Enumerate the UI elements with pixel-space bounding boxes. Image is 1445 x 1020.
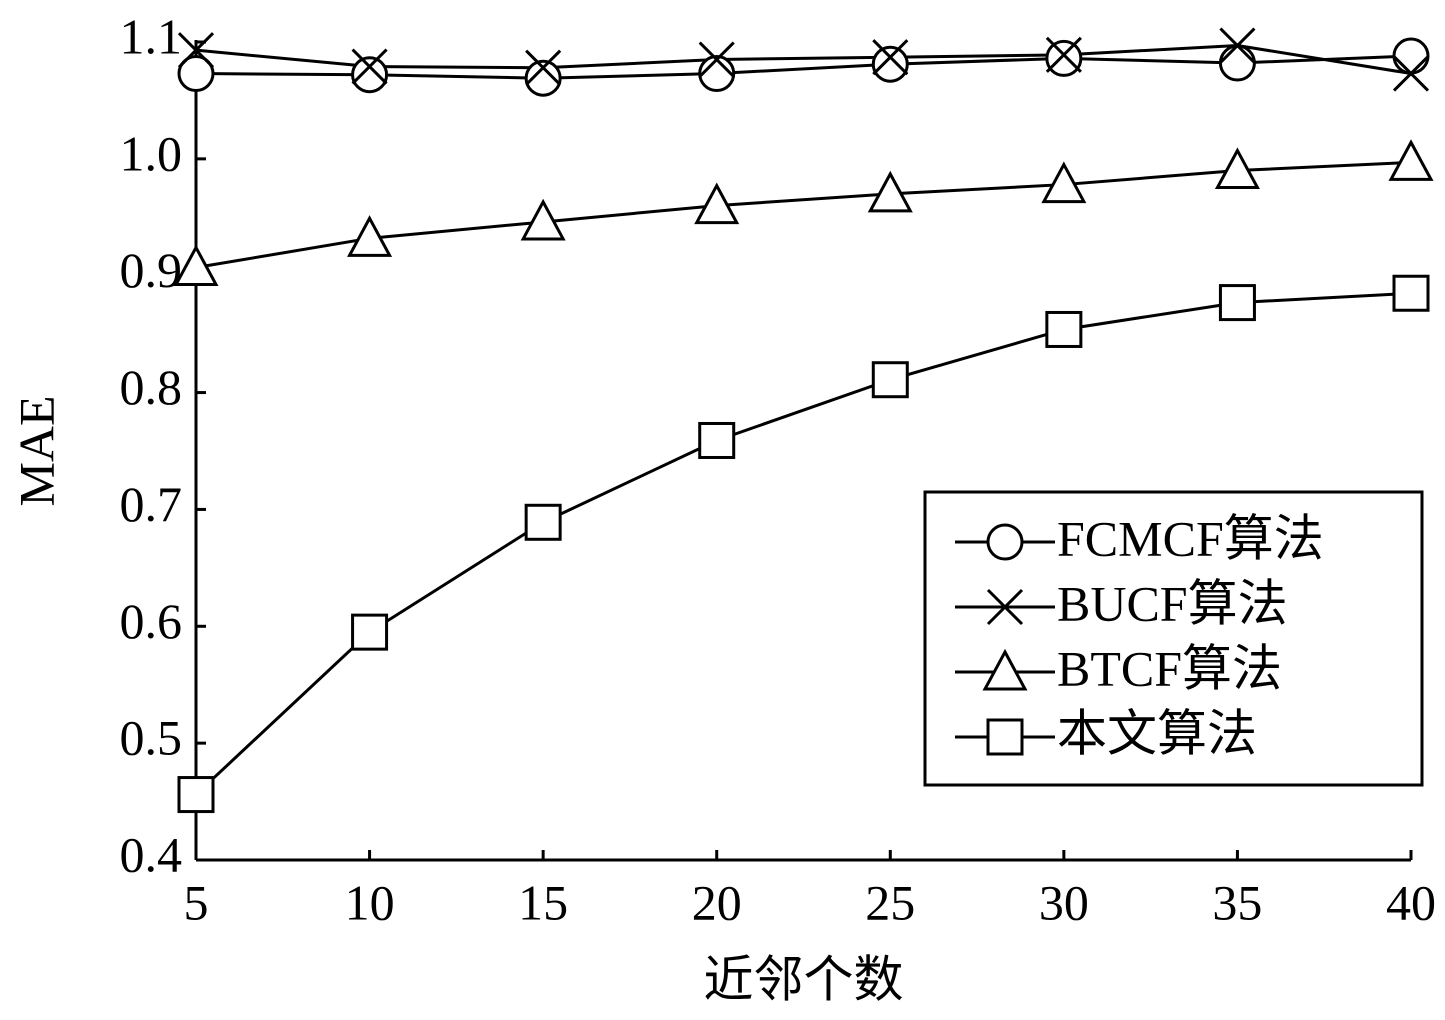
y-tick-label: 0.4 (120, 826, 183, 882)
marker (867, 170, 913, 213)
y-tick-label: 0.9 (120, 242, 183, 298)
legend-label: 本文算法 (1057, 705, 1257, 761)
y-tick-label: 0.8 (120, 359, 183, 415)
y-tick-label: 0.6 (120, 593, 183, 649)
marker (177, 776, 215, 814)
marker (1392, 37, 1430, 75)
marker (872, 39, 909, 76)
y-tick-label: 1.1 (120, 8, 183, 64)
y-tick-label: 0.7 (120, 476, 183, 532)
marker (1218, 284, 1256, 322)
x-tick-label: 20 (692, 874, 742, 930)
legend-marker (986, 718, 1024, 756)
x-axis-label: 近邻个数 (704, 951, 904, 1007)
y-axis-label: MAE (8, 395, 64, 506)
series-line (195, 43, 1412, 76)
legend-marker (986, 588, 1024, 626)
marker (347, 215, 393, 257)
marker (524, 59, 562, 97)
y-tick-label: 0.5 (120, 710, 183, 766)
x-tick-label: 15 (518, 874, 568, 930)
x-tick-label: 25 (865, 874, 915, 930)
marker (177, 32, 215, 69)
marker (1045, 39, 1083, 77)
legend-marker (982, 648, 1028, 691)
x-tick-label: 30 (1039, 874, 1089, 930)
legend-label: BUCF算法 (1057, 575, 1288, 631)
marker (1214, 147, 1260, 190)
marker (871, 45, 909, 83)
marker (173, 244, 219, 287)
marker (1388, 139, 1434, 181)
marker (351, 56, 389, 94)
marker (871, 361, 909, 399)
x-tick-label: 10 (345, 874, 395, 930)
series-line (195, 160, 1412, 270)
x-tick-label: 5 (184, 874, 209, 930)
marker (351, 48, 388, 85)
marker (1045, 310, 1083, 348)
series-line (195, 54, 1412, 80)
legend-label: BTCF算法 (1057, 640, 1282, 696)
marker (1392, 55, 1430, 92)
marker (698, 421, 736, 459)
marker (1219, 27, 1256, 64)
marker (694, 182, 740, 225)
marker (520, 198, 566, 241)
marker (698, 41, 735, 78)
marker (524, 503, 562, 541)
marker (525, 49, 562, 86)
marker (1041, 161, 1087, 204)
x-tick-label: 35 (1212, 874, 1262, 930)
marker (698, 55, 736, 93)
marker (1218, 44, 1256, 82)
legend-label: FCMCF算法 (1057, 510, 1324, 566)
y-tick-label: 1.0 (120, 125, 183, 181)
marker (1392, 274, 1430, 312)
x-tick-label: 40 (1386, 874, 1436, 930)
legend-marker (986, 523, 1024, 561)
marker (177, 55, 215, 93)
marker (351, 613, 389, 651)
series-line (194, 291, 1412, 796)
marker (1045, 36, 1082, 73)
